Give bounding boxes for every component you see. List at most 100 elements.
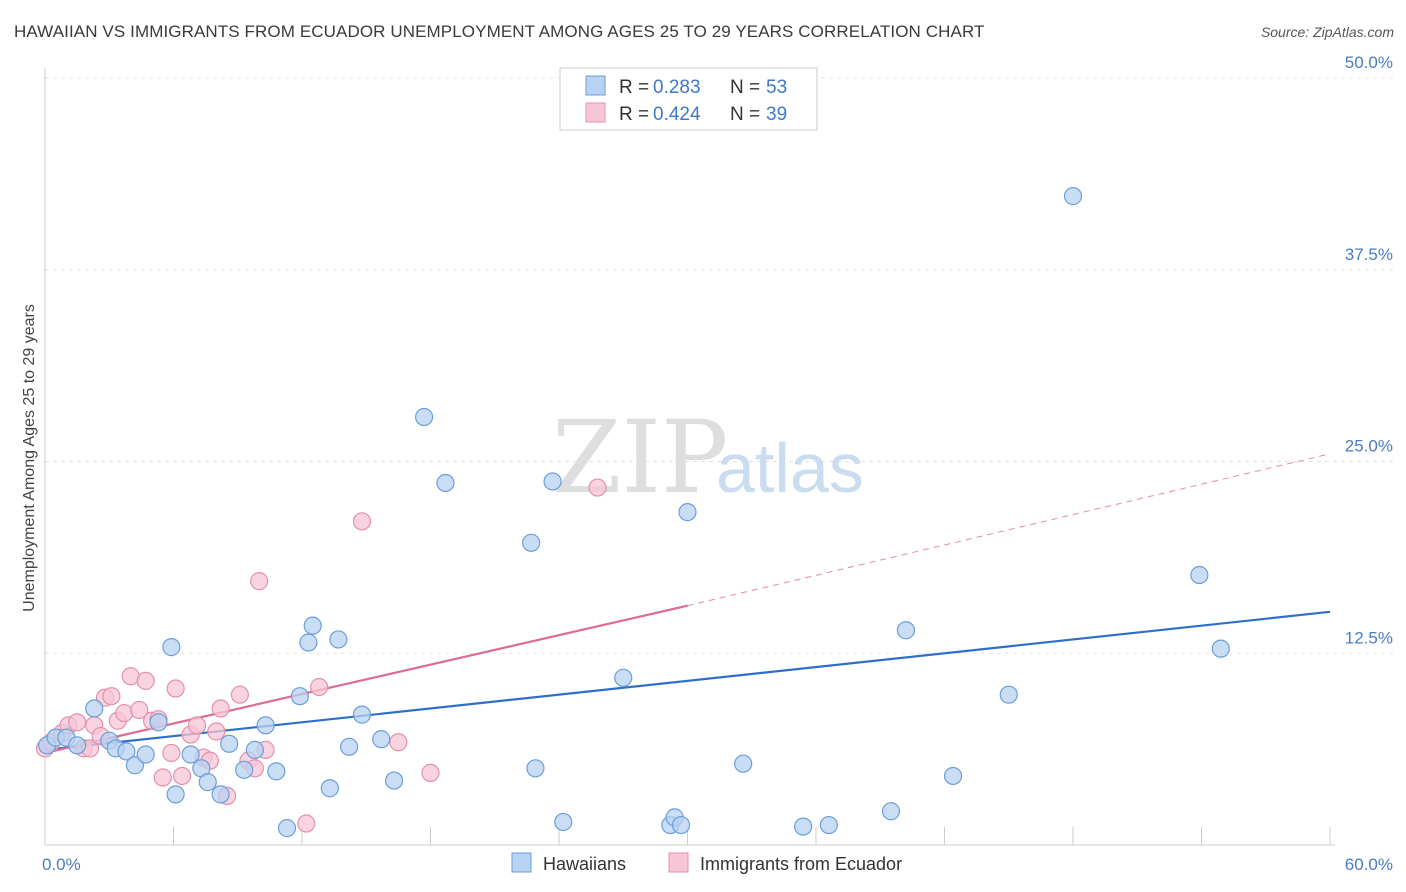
legend-n-label-2: N = (730, 104, 760, 125)
point-hawaiian-10 (149, 713, 168, 732)
point-ecuador-10 (102, 687, 121, 706)
point-hawaiian-34 (522, 533, 541, 552)
trend-line-ecuador-extension (687, 453, 1331, 607)
point-hawaiian-3 (68, 736, 87, 755)
x-tick-label-0: 0.0% (42, 855, 81, 874)
chart-title: HAWAIIAN VS IMMIGRANTS FROM ECUADOR UNEM… (14, 22, 985, 41)
point-hawaiian-52 (1211, 639, 1230, 658)
chart-source: Source: ZipAtlas.com (1260, 24, 1394, 40)
point-hawaiian-37 (554, 812, 573, 832)
legend-r-value-2: 0.424 (653, 104, 701, 125)
y-tick-label-1: 25.0% (1345, 437, 1393, 456)
point-ecuador-20 (166, 679, 185, 698)
point-hawaiian-18 (235, 760, 254, 779)
point-hawaiian-9 (136, 745, 155, 764)
gridlines (45, 77, 1395, 654)
legend-swatch-ecuador (585, 102, 606, 123)
point-hawaiian-35 (526, 759, 545, 778)
watermark-zip: ZIP (552, 399, 728, 516)
point-hawaiian-8 (125, 756, 145, 775)
legend-box: R = 0.283 N = 53 R = 0.424 N = 39 (559, 67, 818, 131)
point-hawaiian-33 (436, 473, 455, 493)
y-axis-title: Unemployment Among Ages 25 to 29 years (21, 304, 38, 612)
point-hawaiian-21 (267, 762, 286, 781)
y-tick-label-3: 50.0% (1345, 53, 1393, 72)
point-hawaiian-17 (220, 734, 239, 753)
point-ecuador-26 (207, 722, 226, 741)
point-hawaiian-38 (614, 668, 633, 687)
trend-line-hawaiians (44, 610, 1331, 751)
point-hawaiian-25 (303, 616, 322, 635)
bottom-legend-ecuador: Immigrants from Ecuador (700, 854, 902, 874)
point-hawaiian-20 (256, 716, 275, 735)
point-hawaiian-7 (117, 742, 136, 761)
point-ecuador-39 (588, 478, 607, 497)
point-hawaiian-32 (414, 407, 434, 427)
point-hawaiian-13 (181, 745, 200, 764)
point-hawaiian-29 (352, 705, 372, 724)
point-hawaiian-12 (166, 785, 185, 804)
point-hawaiian-44 (794, 817, 813, 836)
point-ecuador-34 (297, 814, 316, 833)
points-hawaiians (38, 187, 1230, 838)
point-ecuador-35 (310, 677, 329, 697)
point-hawaiian-45 (819, 815, 838, 835)
point-hawaiian-19 (245, 740, 264, 759)
legend-r-label-2: R = (619, 104, 649, 125)
point-ecuador-32 (250, 572, 269, 591)
y-tick-labels: 12.5% 25.0% 37.5% 50.0% (1345, 53, 1393, 647)
legend-n-value-2: 39 (766, 104, 787, 125)
point-ecuador-12 (115, 703, 134, 723)
point-ecuador-36 (352, 512, 372, 531)
point-hawaiian-22 (277, 819, 297, 838)
x-tick-labels: 0.0% 60.0% (42, 855, 1393, 874)
legend-n-value-1: 53 (766, 77, 787, 98)
point-hawaiian-11 (162, 638, 181, 657)
point-hawaiian-31 (384, 771, 404, 790)
point-hawaiian-4 (85, 699, 104, 718)
bottom-legend-swatch-ecuador (668, 852, 689, 873)
point-hawaiian-28 (340, 737, 359, 756)
watermark: ZIP atlas (552, 399, 864, 516)
point-hawaiian-51 (1190, 565, 1209, 585)
point-ecuador-13 (121, 667, 140, 686)
y-tick-label-0: 12.5% (1345, 628, 1393, 647)
watermark-atlas: atlas (716, 429, 864, 507)
legend-r-label-1: R = (619, 77, 649, 98)
legend-swatch-hawaiians (585, 75, 606, 96)
point-hawaiian-41 (671, 815, 691, 835)
x-tick-label-1: 60.0% (1345, 855, 1393, 874)
point-hawaiian-15 (198, 773, 217, 792)
point-ecuador-18 (153, 768, 172, 787)
point-ecuador-38 (421, 763, 440, 783)
point-hawaiian-49 (999, 685, 1018, 704)
bottom-legend: Hawaiians Immigrants from Ecuador (511, 852, 902, 874)
bottom-legend-swatch-hawaiians (511, 852, 532, 873)
legend-n-label-1: N = (730, 77, 760, 98)
y-tick-label-2: 37.5% (1345, 245, 1393, 264)
point-ecuador-21 (172, 766, 192, 786)
point-ecuador-15 (136, 671, 155, 690)
bottom-legend-hawaiians: Hawaiians (543, 854, 626, 874)
point-hawaiian-48 (943, 766, 963, 786)
point-hawaiian-16 (211, 785, 230, 804)
point-hawaiian-50 (1063, 187, 1083, 206)
point-hawaiian-36 (543, 472, 562, 491)
point-ecuador-14 (130, 700, 149, 720)
point-hawaiian-24 (299, 633, 318, 652)
point-hawaiian-42 (678, 503, 697, 522)
point-hawaiian-27 (329, 630, 348, 649)
point-ecuador-29 (230, 685, 249, 704)
legend-r-value-1: 0.283 (653, 77, 701, 98)
point-hawaiian-23 (290, 687, 309, 706)
point-hawaiian-47 (896, 621, 916, 640)
points-ecuador (35, 478, 607, 833)
point-hawaiian-43 (734, 754, 753, 773)
point-hawaiian-30 (372, 730, 391, 749)
point-ecuador-37 (389, 733, 408, 752)
point-ecuador-19 (162, 743, 181, 763)
point-ecuador-23 (187, 716, 207, 735)
point-ecuador-27 (211, 699, 230, 718)
point-hawaiian-46 (881, 802, 901, 821)
